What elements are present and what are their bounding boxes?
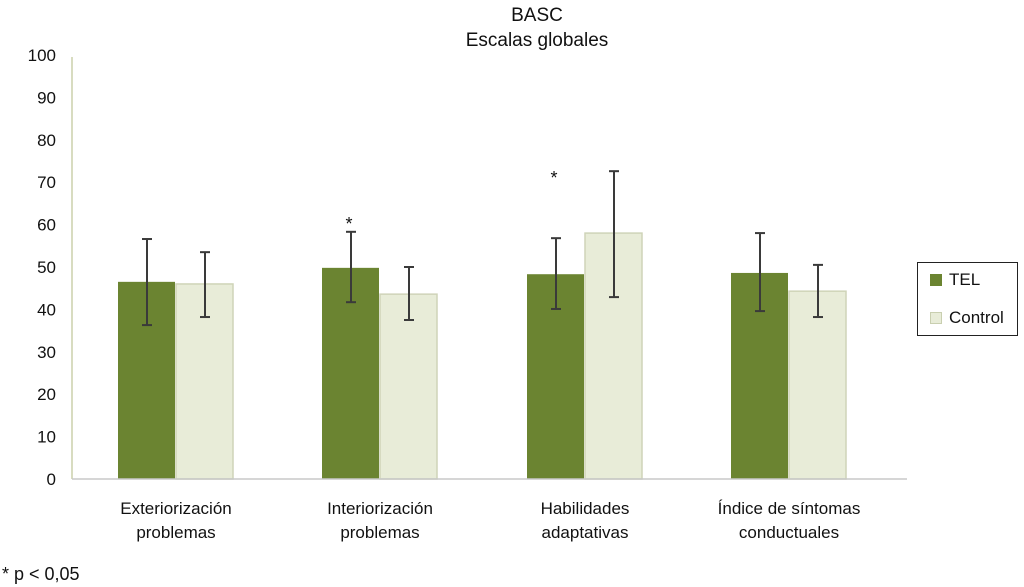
x-tick-label: problemas (340, 523, 419, 542)
x-tick-label: Interiorización (327, 499, 433, 518)
bar-control (788, 290, 847, 480)
x-tick-label: Exteriorización (120, 499, 232, 518)
legend-swatch-control (930, 312, 942, 324)
y-tick-label: 30 (37, 343, 56, 362)
y-tick-label: 60 (37, 216, 56, 235)
y-tick-label: 70 (37, 173, 56, 192)
x-tick-label: conductuales (739, 523, 839, 542)
x-tick-label: problemas (136, 523, 215, 542)
legend-swatch-tel (930, 274, 942, 286)
legend-item-control: Control (930, 308, 1004, 328)
y-tick-label: 100 (28, 46, 56, 65)
bar-control (175, 283, 234, 480)
y-tick-label: 50 (37, 258, 56, 277)
y-tick-label: 90 (37, 88, 56, 107)
x-tick-label: adaptativas (542, 523, 629, 542)
x-tick-label: Habilidades (541, 499, 630, 518)
significance-mark: * (345, 214, 352, 234)
y-tick-label: 10 (37, 428, 56, 447)
y-tick-label: 0 (47, 470, 56, 489)
legend: TEL Control (917, 262, 1018, 336)
legend-label-control: Control (949, 308, 1004, 327)
y-tick-label: 80 (37, 131, 56, 150)
chart-title: BASC (511, 5, 563, 26)
y-tick-label: 40 (37, 300, 56, 319)
significance-footnote: * p < 0,05 (2, 564, 80, 584)
bar-control (379, 293, 438, 480)
legend-label-tel: TEL (949, 270, 981, 289)
legend-item-tel: TEL (930, 270, 980, 290)
x-tick-label: Índice de síntomas (718, 499, 861, 518)
y-tick-label: 20 (37, 385, 56, 404)
significance-mark: * (550, 168, 557, 188)
chart-subtitle: Escalas globales (466, 30, 609, 51)
